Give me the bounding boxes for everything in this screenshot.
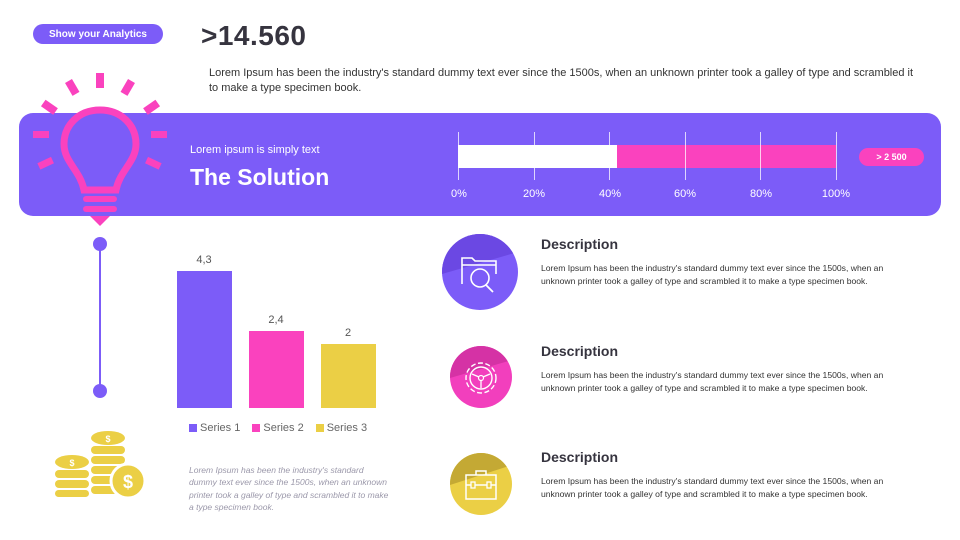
bar-series-1 [177,271,232,408]
svg-text:$: $ [105,434,110,444]
description-text: Lorem Ipsum has been the industry's stan… [541,476,884,499]
description-title: Description [541,449,619,465]
progress-bar-chart: 0% 20% 40% 60% 80% 100% [451,132,850,207]
gridline [458,132,459,180]
tick-label: 20% [522,188,546,200]
banner-subtitle: Lorem ipsum is simply text [190,144,320,156]
svg-text:$: $ [69,458,74,468]
description-item-2: Description Lorem Ipsum has been the ind… [440,338,920,428]
tick-label: 0% [451,188,467,200]
bar-chart: 4,3 2,4 2 Series 1 Series 2 Series 3 [170,250,390,440]
gridline [609,132,611,180]
description-text: Lorem Ipsum has been the industry's stan… [541,370,884,393]
gridline [760,132,762,180]
show-analytics-tag[interactable]: Show your Analytics [33,24,163,44]
description-title: Description [541,236,619,252]
description-text: Lorem Ipsum has been the industry's stan… [541,263,884,286]
description-title: Description [541,343,619,359]
progress-track [458,145,836,168]
gridline [533,132,535,180]
gridline [836,132,837,180]
lightbulb-icon [33,73,167,226]
legend-item: Series 2 [252,422,304,434]
folder-search-icon [442,234,518,310]
chart-note: Lorem Ipsum has been the industry's stan… [189,465,389,512]
timeline-dot-top [93,237,107,251]
tick-label: 60% [673,188,697,200]
chart-legend: Series 1 Series 2 Series 3 [189,422,367,434]
value-badge: > 2 500 [859,148,924,166]
legend-item: Series 1 [189,422,240,434]
briefcase-icon [450,453,512,515]
bar-value-label: 2,4 [268,314,284,326]
gear-steering-icon [450,346,512,408]
progress-white-segment [458,145,617,168]
bar-value-label: 4,3 [196,254,212,266]
coins-icon: $ $ $ [55,431,147,498]
bar-value-label: 2 [344,327,352,339]
gridline [684,132,686,180]
headline-number: >14.560 [201,20,307,51]
tick-label: 80% [749,188,773,200]
tick-label: 100% [821,188,851,200]
description-item-3: Description Lorem Ipsum has been the ind… [440,444,920,534]
intro-text: Lorem Ipsum has been the industry's stan… [209,67,914,94]
svg-text:$: $ [123,472,133,492]
tick-label: 40% [598,188,622,200]
bar-series-3 [321,344,376,408]
timeline-dot-bottom [93,384,107,398]
legend-item: Series 3 [315,422,367,434]
description-item-1: Description Lorem Ipsum has been the ind… [440,232,920,322]
timeline-line [99,244,101,391]
bar-series-2 [249,331,304,408]
banner-title: The Solution [190,164,330,190]
